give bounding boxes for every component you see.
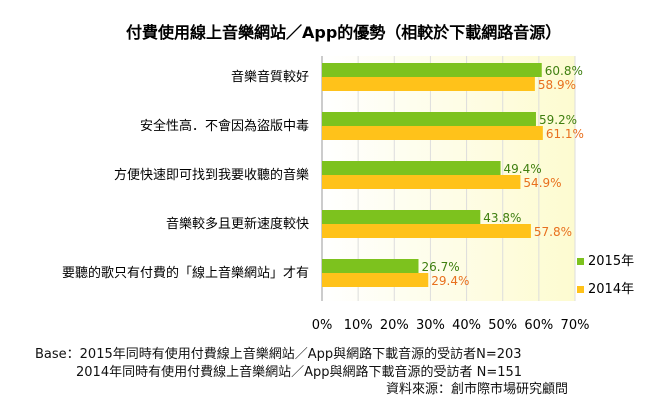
bar-series-1 xyxy=(322,161,501,175)
footnote-base: Base：2015年同時有使用付費線上音樂網站／App與網路下載音源的受訪者N=… xyxy=(35,347,522,362)
value-label: 43.8% xyxy=(483,211,521,225)
chart-title: 付費使用線上音樂網站／App的優勢（相較於下載網路音源） xyxy=(126,23,561,42)
x-tick-label: 40% xyxy=(452,318,481,333)
value-label: 49.4% xyxy=(504,162,542,176)
category-label: 安全性高．不會因為盜版中毒 xyxy=(140,118,309,134)
bar-series-2 xyxy=(322,126,543,140)
category-label: 音樂音質較好 xyxy=(231,69,309,85)
bar-series-2 xyxy=(322,175,521,189)
legend-label: 2015年 xyxy=(588,254,634,269)
value-label: 58.9% xyxy=(538,78,576,92)
x-tick-label: 10% xyxy=(344,318,373,333)
bar-series-1 xyxy=(322,112,536,126)
footnote-source: 資料來源：創市際市場研究顧問 xyxy=(386,382,569,397)
value-label: 60.8% xyxy=(545,64,583,78)
x-tick-label: 0% xyxy=(312,318,333,333)
category-label: 音樂較多且更新速度較快 xyxy=(166,216,309,232)
footnote-base-2014: 2014年同時有使用付費線上音樂網站／App與網路下載音源的受訪者 N=151 xyxy=(76,365,523,380)
value-label: 57.8% xyxy=(534,225,572,239)
bar-series-1 xyxy=(322,63,542,77)
value-label: 59.2% xyxy=(539,113,577,127)
x-tick-label: 50% xyxy=(488,318,517,333)
x-tick-label: 60% xyxy=(524,318,553,333)
bar-series-1 xyxy=(322,210,481,224)
bar-series-2 xyxy=(322,77,535,91)
bar-series-1 xyxy=(322,259,419,273)
category-label: 要聽的歌只有付費的「線上音樂網站」才有 xyxy=(62,265,309,281)
legend-swatch xyxy=(577,258,584,265)
x-tick-label: 20% xyxy=(380,318,409,333)
value-label: 29.4% xyxy=(431,274,469,288)
value-label: 26.7% xyxy=(422,260,460,274)
category-label: 方便快速即可找到我要收聽的音樂 xyxy=(114,167,309,183)
value-label: 61.1% xyxy=(546,127,584,141)
bar-series-2 xyxy=(322,273,429,287)
bar-series-2 xyxy=(322,224,531,238)
legend-swatch xyxy=(577,286,584,293)
value-label: 54.9% xyxy=(523,176,561,190)
legend-label: 2014年 xyxy=(588,282,634,297)
x-tick-label: 30% xyxy=(416,318,445,333)
x-tick-label: 70% xyxy=(561,318,590,333)
